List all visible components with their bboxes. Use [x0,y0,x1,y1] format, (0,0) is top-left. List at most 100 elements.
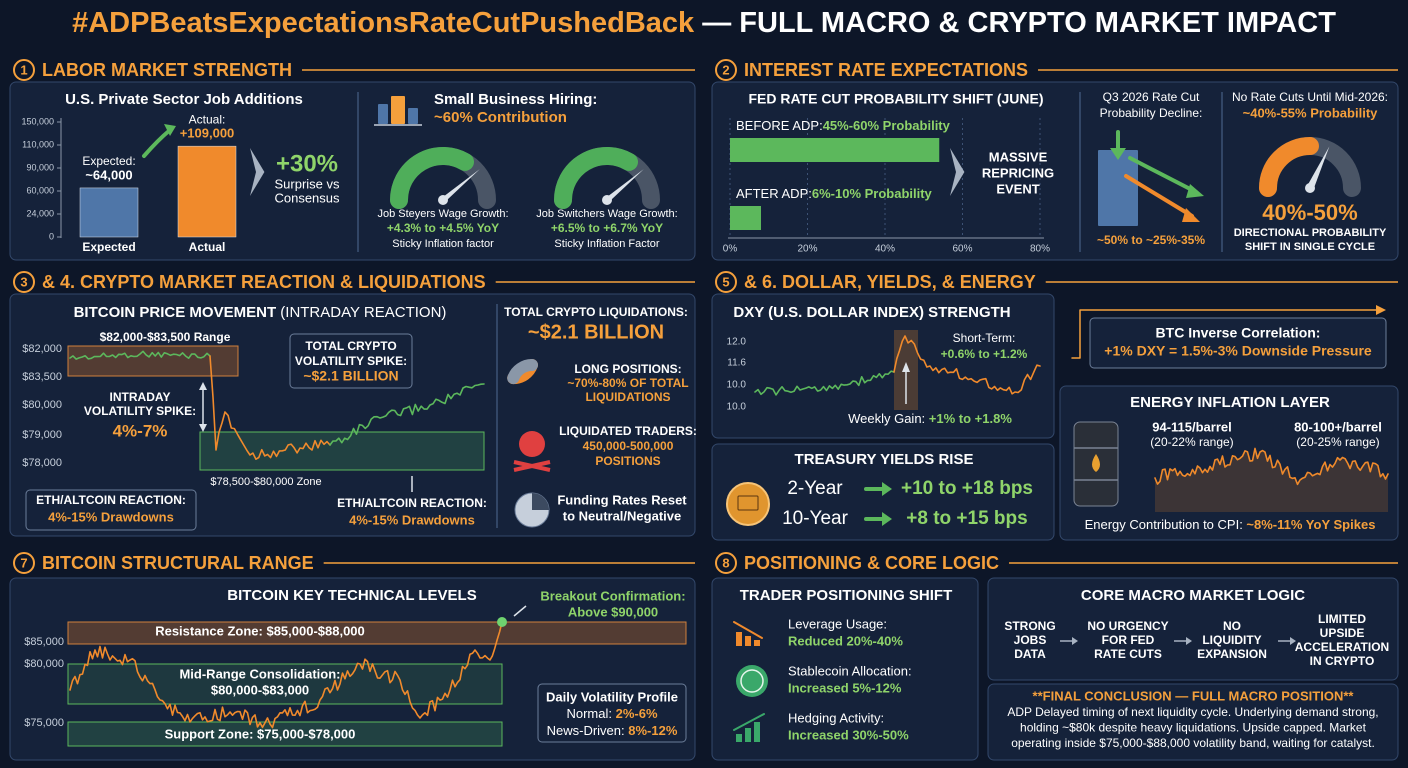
mid-band [67,663,503,705]
bar [730,206,761,230]
price-line [893,335,1041,395]
gauge-fill [1259,137,1319,197]
label: POSITIONS [595,454,660,468]
section-title: INTEREST RATE EXPECTATIONS [744,60,1028,80]
bar-icon [1098,150,1138,226]
y-tick-label: $82,000 [22,343,62,355]
label: 4%-15% Drawdowns [349,512,475,527]
label: Consensus [274,190,340,205]
resistance-band [67,621,687,645]
skull-icon [513,460,551,472]
label: Sticky Inflation Factor [554,238,659,250]
section-badge [13,271,35,293]
y-tick-label: 0 [49,231,54,241]
zone-band [199,431,485,471]
label: (20-22% range) [1150,435,1233,449]
label: Mid-Range Consolidation: [179,666,340,681]
icon [745,636,751,646]
icon [736,632,742,646]
y-tick-label: $85,000 [24,636,64,648]
label: Q3 2026 Rate Cut [1103,90,1200,104]
arrow [1124,174,1194,218]
label: BITCOIN KEY TECHNICAL LEVELS [227,587,476,604]
label: ~$2.1 BILLION [303,368,398,384]
section-badge [715,271,737,293]
label: ETH/ALTCOIN REACTION: [36,493,186,507]
label-part: 6%-10% Probability [812,186,933,201]
page-title: #ADPBeatsExpectationsRateCutPushedBack —… [72,7,1336,39]
bar [177,145,237,238]
panel [711,81,1399,261]
label: EXPANSION [1197,647,1267,661]
label: 80-100+/barrel [1294,419,1382,434]
label: AFTER ADP:6%-10% Probability [736,186,933,201]
label: STRONG [1004,619,1055,633]
icon [754,722,760,742]
gauge-needle [603,169,644,200]
barrel-icon [1092,454,1100,472]
price-line [329,383,485,446]
funding-icon [532,493,549,510]
icon [408,108,418,124]
breakout-dot [497,617,507,627]
skull-icon [519,431,545,457]
section-number: 8 [722,555,729,570]
label: LIQUIDATED TRADERS: [559,424,697,438]
label: Hedging Activity: [788,710,884,725]
section-number: 2 [722,62,729,77]
chart-title: FED RATE CUT PROBABILITY SHIFT (JUNE) [748,91,1043,107]
label: ENERGY INFLATION LAYER [1130,394,1330,411]
label: Stablecoin Allocation: [788,663,912,678]
label-part: 2%-6% [616,706,658,721]
icon [378,104,388,124]
arrow-head [1182,208,1200,222]
label: INTRADAY [110,390,171,404]
label-part: ~8%-11% YoY Spikes [1246,517,1375,532]
arrow-head [1290,637,1296,645]
section-title: & 4. CRYPTO MARKET REACTION & LIQUIDATIO… [42,272,486,292]
coin-icon [737,495,759,511]
label: LIQUIDATIONS [585,390,670,404]
arrow-head [1072,637,1078,645]
section-badge [715,552,737,574]
arrow-head [1186,637,1192,645]
panel [711,577,979,761]
range-band [67,345,239,377]
coin-icon [726,482,770,526]
label: 40%-50% [1262,200,1357,225]
value-caption: Expected: [82,154,135,168]
value-caption: Actual: [189,112,226,126]
arrow-head [882,482,892,496]
y-tick-label: 10.0 [727,380,747,391]
label: TOTAL CRYPTO [305,339,396,353]
label: 4%-15% Drawdowns [48,509,174,524]
value-label: +109,000 [180,126,235,141]
label-part: — FULL MACRO & CRYPTO MARKET IMPACT [694,7,1336,39]
x-tick-label: Expected [82,240,135,254]
label: NO [1223,619,1241,633]
label: Resistance Zone: $85,000-$88,000 [155,623,365,638]
icon [740,669,764,693]
label: 4%-7% [113,421,168,440]
surprise-value: +30% [276,150,338,177]
label: Energy Contribution to CPI: ~8%-11% YoY … [1085,517,1376,532]
label: BITCOIN PRICE MOVEMENT (INTRADAY REACTIO… [74,304,447,321]
label: ADP Delayed timing of next liquidity cyc… [1007,705,1378,719]
label: Reduced 20%-40% [788,633,903,648]
y-tick-label: $80,000 [24,658,64,670]
y-tick-label: 110,000 [22,139,54,149]
icon [736,734,742,742]
x-tick-label: 20% [797,244,817,255]
icon [733,713,765,731]
y-tick-label: 60,000 [26,185,54,195]
label: VOLATILITY SPIKE: [84,404,196,418]
callout [25,489,197,531]
label: SHIFT IN SINGLE CYCLE [1245,241,1375,253]
x-tick-label: 80% [1030,244,1050,255]
label: ~70%-80% OF TOTAL [567,376,688,390]
label-part: Normal: [566,706,615,721]
label: Sticky Inflation factor [392,238,494,250]
label: ~60% Contribution [434,109,567,126]
label: Above $90,000 [568,604,658,619]
